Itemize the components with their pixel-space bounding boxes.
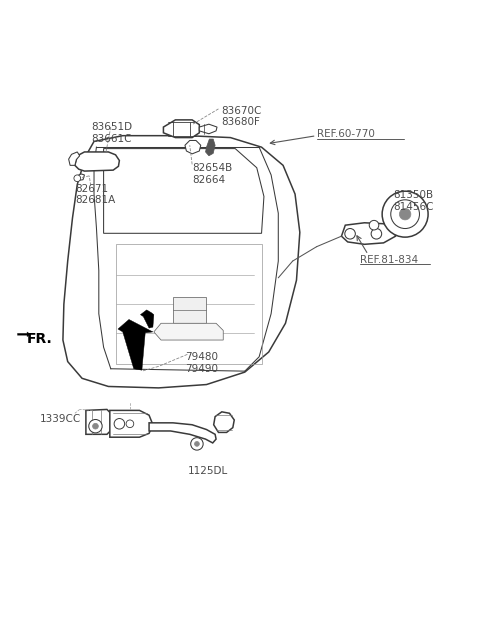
Polygon shape (63, 136, 300, 388)
Polygon shape (163, 120, 199, 138)
Polygon shape (199, 124, 217, 134)
Text: 81350B
81456C: 81350B 81456C (393, 190, 433, 212)
Circle shape (74, 175, 81, 182)
Circle shape (371, 229, 382, 239)
Polygon shape (341, 223, 396, 245)
Text: 1339CC: 1339CC (40, 414, 81, 424)
Circle shape (345, 229, 355, 239)
Polygon shape (118, 320, 153, 370)
Text: REF.81-834: REF.81-834 (360, 255, 418, 264)
Circle shape (382, 191, 428, 237)
Circle shape (191, 438, 203, 450)
Circle shape (126, 420, 134, 427)
Text: 82654B
82664: 82654B 82664 (192, 163, 232, 185)
Polygon shape (185, 140, 201, 154)
Text: REF.60-770: REF.60-770 (317, 129, 374, 140)
Circle shape (194, 441, 199, 447)
Circle shape (93, 424, 98, 429)
Circle shape (114, 419, 125, 429)
Polygon shape (149, 423, 216, 443)
Circle shape (399, 208, 411, 220)
Polygon shape (154, 324, 223, 340)
Polygon shape (17, 332, 30, 337)
Polygon shape (75, 174, 84, 181)
Polygon shape (384, 197, 413, 219)
Text: 83651D
83661C: 83651D 83661C (92, 122, 133, 144)
Text: 83670C
83680F: 83670C 83680F (221, 106, 261, 127)
Polygon shape (75, 152, 120, 171)
Circle shape (369, 220, 379, 230)
Polygon shape (173, 297, 206, 324)
Polygon shape (110, 410, 153, 437)
Polygon shape (214, 412, 234, 433)
Text: 1125DL: 1125DL (187, 466, 228, 476)
Text: 79480
79490: 79480 79490 (185, 352, 218, 374)
Polygon shape (205, 139, 215, 156)
Polygon shape (69, 152, 80, 166)
Circle shape (89, 420, 102, 433)
Text: FR.: FR. (27, 332, 53, 346)
Text: 82671
82681A: 82671 82681A (75, 183, 115, 205)
Polygon shape (86, 410, 113, 434)
Polygon shape (141, 310, 154, 328)
